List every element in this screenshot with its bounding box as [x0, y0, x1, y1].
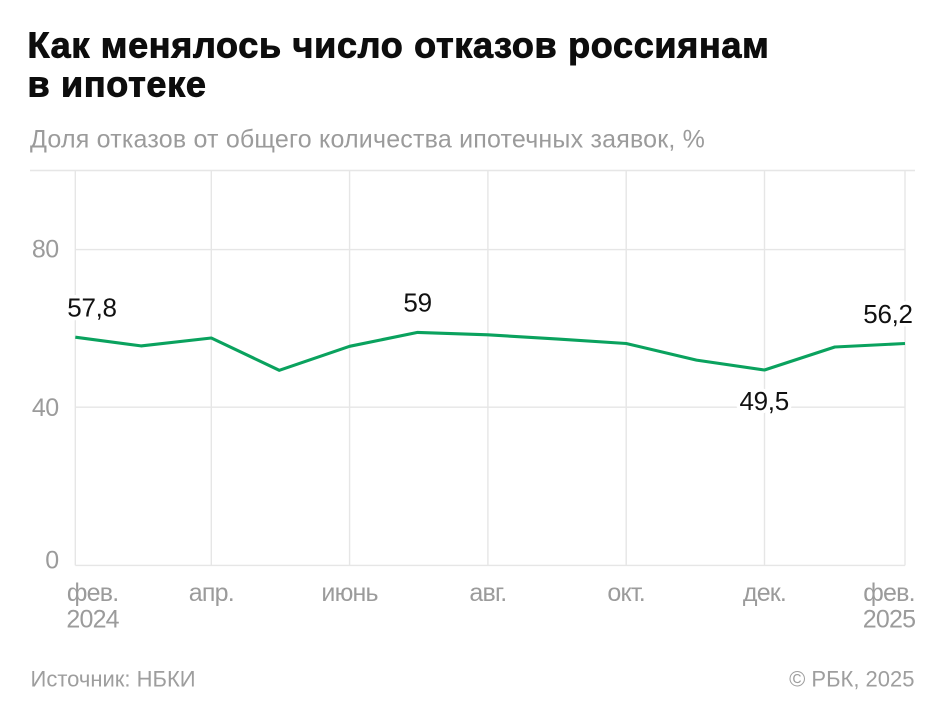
- svg-text:80: 80: [32, 235, 59, 263]
- svg-text:56,2: 56,2: [863, 299, 912, 329]
- svg-text:2025: 2025: [863, 605, 915, 633]
- svg-text:окт.: окт.: [607, 579, 645, 607]
- svg-text:Как менялось число отказов рос: Как менялось число отказов россиянам: [28, 25, 770, 66]
- svg-text:0: 0: [45, 547, 58, 575]
- svg-text:59: 59: [403, 288, 431, 318]
- svg-text:авг.: авг.: [469, 579, 506, 607]
- svg-text:49,5: 49,5: [739, 386, 788, 416]
- svg-text:апр.: апр.: [189, 579, 234, 607]
- svg-text:июнь: июнь: [321, 579, 377, 607]
- svg-text:Доля отказов от общего количес: Доля отказов от общего количества ипотеч…: [30, 125, 705, 153]
- svg-text:дек.: дек.: [743, 579, 786, 607]
- svg-text:2024: 2024: [66, 605, 119, 633]
- svg-text:Источник: НБКИ: Источник: НБКИ: [31, 667, 196, 692]
- svg-text:в ипотеке: в ипотеке: [28, 64, 207, 105]
- svg-text:© РБК, 2025: © РБК, 2025: [789, 667, 914, 692]
- svg-text:фев.: фев.: [67, 579, 119, 607]
- svg-text:57,8: 57,8: [67, 293, 116, 323]
- svg-text:40: 40: [32, 394, 59, 422]
- svg-text:фев.: фев.: [863, 579, 915, 607]
